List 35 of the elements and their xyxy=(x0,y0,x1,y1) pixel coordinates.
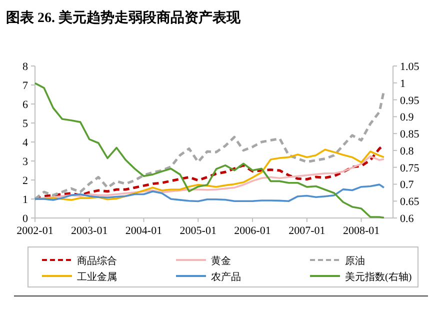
y-tick-label: 2 xyxy=(22,175,28,187)
legend-label: 商品综合 xyxy=(77,255,117,267)
x-tick-label: 2004-01 xyxy=(125,225,162,237)
y-tick-label: 1 xyxy=(22,194,28,206)
y2-tick-label: 1 xyxy=(400,78,406,90)
x-tick-label: 2005-01 xyxy=(180,225,216,237)
y2-tick-label: 0.6 xyxy=(400,213,414,225)
y2-tick-label: 0.7 xyxy=(400,179,414,192)
y2-tick-label: 0.85 xyxy=(400,128,420,141)
legend-label: 原油 xyxy=(345,255,365,267)
x-tick-label: 2003-01 xyxy=(71,225,108,237)
line-series xyxy=(34,184,385,202)
y-tick-label: 0 xyxy=(22,213,28,225)
x-tick-label: 2002-01 xyxy=(16,225,54,237)
y-tick-label: 4 xyxy=(22,137,28,149)
y-tick-label: 8 xyxy=(22,61,28,73)
y2-tick-label: 1.05 xyxy=(400,61,420,73)
y2-tick-label: 0.65 xyxy=(400,196,420,208)
chart-title: 图表 26. 美元趋势走弱段商品资产表现 xyxy=(6,9,242,26)
line-series xyxy=(34,82,385,219)
y2-tick-label: 0.75 xyxy=(400,162,420,174)
y-tick-label: 5 xyxy=(22,118,28,130)
x-tick-label: 2007-01 xyxy=(288,225,326,237)
y2-tick-label: 0.95 xyxy=(400,94,420,107)
legend-label: 农产品 xyxy=(211,271,241,283)
y-tick-label: 6 xyxy=(22,99,28,111)
y2-tick-label: 0.9 xyxy=(400,112,414,124)
x-tick-label: 2008-01 xyxy=(342,225,380,237)
y-tick-label: 3 xyxy=(22,156,28,168)
x-tick-label: 2006-01 xyxy=(234,225,271,237)
legend-label: 工业金属 xyxy=(77,271,117,283)
y2-tick-label: 0.8 xyxy=(400,145,414,158)
legend-label: 美元指数(右轴) xyxy=(345,271,412,283)
legend-label: 黄金 xyxy=(211,255,231,267)
y-tick-label: 7 xyxy=(22,80,28,92)
